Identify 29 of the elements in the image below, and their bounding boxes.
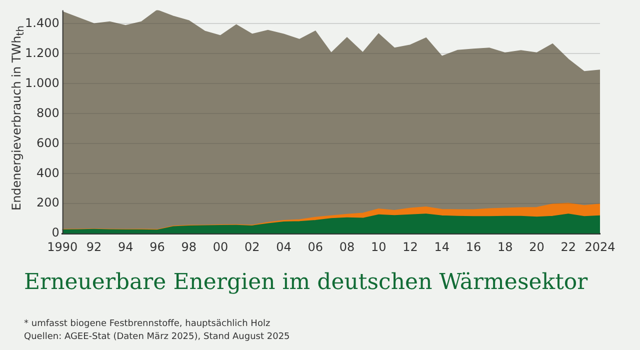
y-tick-label: 0 [52, 226, 60, 240]
text: * umfasst biogene Festbrennstoffe, hauptsächlich Holz [24, 318, 272, 331]
x-tick-label: 98 [181, 240, 196, 254]
x-tick-label: 02 [244, 240, 260, 254]
y-tick-label: 200 [36, 196, 60, 210]
y-tick-label: 1.200 [24, 46, 60, 60]
x-tick-label: 06 [308, 240, 324, 254]
x-tick-label: 20 [529, 240, 544, 254]
source-note: Quellen: AGEE-Stat (Daten März 2025), Stand August 2025 [24, 331, 290, 344]
y-tick-label: 600 [36, 136, 60, 150]
x-tick-label: 14 [434, 240, 450, 254]
y-tick-label: 1.000 [24, 76, 60, 90]
x-tick-label: 08 [339, 240, 355, 254]
x-tick-label: 22 [560, 240, 576, 254]
x-tick-label: 2024 [584, 240, 616, 254]
y-tick-label: 400 [36, 166, 60, 180]
x-tick-label: 12 [402, 240, 418, 254]
x-tick-label: 10 [370, 240, 386, 254]
x-tick-label: 00 [212, 240, 228, 254]
y-tick-label: 1.400 [24, 16, 60, 30]
text: Erneuerbare Energien im deutschen Wärmesektor [24, 270, 588, 295]
x-tick-label: 1990 [47, 240, 78, 254]
x-tick-label: 18 [497, 240, 513, 254]
x-tick-label: 04 [276, 240, 292, 254]
x-tick-label: 92 [86, 240, 102, 254]
y-tick-label: 800 [36, 106, 60, 120]
x-tick-label: 96 [150, 240, 165, 254]
x-tick-label: 94 [118, 240, 134, 254]
x-tick-label: 16 [466, 240, 482, 254]
